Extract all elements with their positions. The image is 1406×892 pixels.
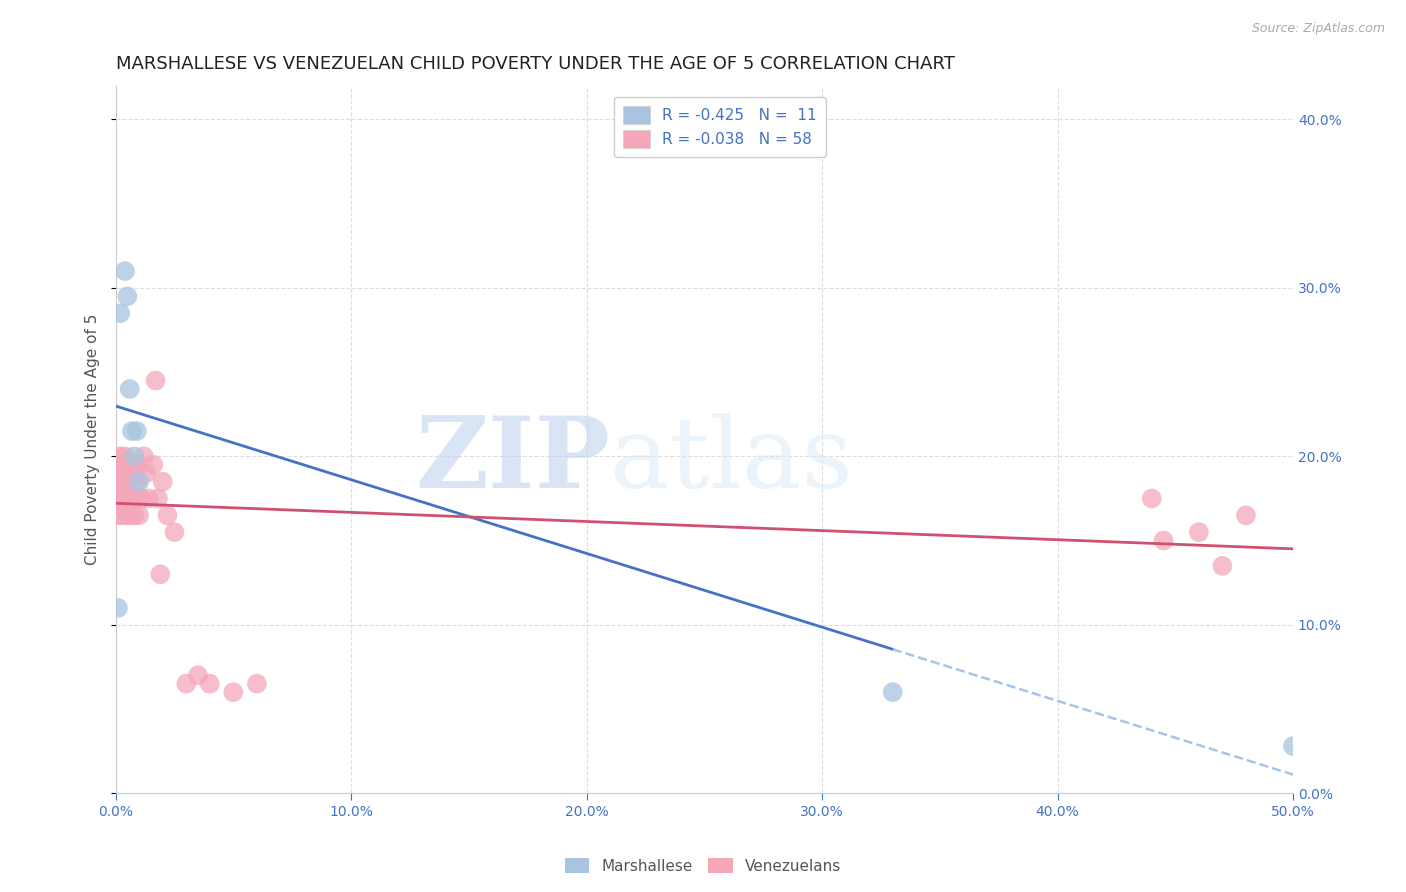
Point <box>114 450 136 464</box>
Point <box>152 475 174 489</box>
Point <box>114 264 136 278</box>
Point <box>111 491 134 506</box>
Point <box>156 508 179 523</box>
Point <box>111 475 134 489</box>
Point <box>111 508 134 523</box>
Point <box>1234 508 1257 523</box>
Point <box>1153 533 1175 548</box>
Point <box>125 424 148 438</box>
Point <box>107 491 129 506</box>
Point <box>198 677 221 691</box>
Point <box>118 508 141 523</box>
Point <box>117 458 139 472</box>
Y-axis label: Child Poverty Under the Age of 5: Child Poverty Under the Age of 5 <box>86 314 100 566</box>
Point <box>114 475 136 489</box>
Point <box>118 382 141 396</box>
Point <box>118 458 141 472</box>
Point <box>107 458 129 472</box>
Point <box>107 508 129 523</box>
Point <box>124 508 146 523</box>
Point <box>118 491 141 506</box>
Point <box>142 458 165 472</box>
Point <box>125 491 148 506</box>
Point <box>128 508 150 523</box>
Point <box>222 685 245 699</box>
Point <box>149 567 172 582</box>
Point <box>110 306 132 320</box>
Point <box>174 677 197 691</box>
Point <box>124 458 146 472</box>
Legend: Marshallese, Venezuelans: Marshallese, Venezuelans <box>558 852 848 880</box>
Point <box>107 475 129 489</box>
Point <box>121 491 143 506</box>
Point <box>128 458 150 472</box>
Point <box>110 500 132 514</box>
Point <box>138 491 160 506</box>
Point <box>121 466 143 480</box>
Text: atlas: atlas <box>610 413 853 508</box>
Point <box>111 458 134 472</box>
Point <box>246 677 269 691</box>
Point <box>128 491 150 506</box>
Text: MARSHALLESE VS VENEZUELAN CHILD POVERTY UNDER THE AGE OF 5 CORRELATION CHART: MARSHALLESE VS VENEZUELAN CHILD POVERTY … <box>115 55 955 73</box>
Point <box>110 491 132 506</box>
Point <box>117 475 139 489</box>
Point <box>114 491 136 506</box>
Point <box>125 475 148 489</box>
Point <box>124 450 146 464</box>
Legend: R = -0.425   N =  11, R = -0.038   N = 58: R = -0.425 N = 11, R = -0.038 N = 58 <box>613 97 827 157</box>
Point <box>117 508 139 523</box>
Text: Source: ZipAtlas.com: Source: ZipAtlas.com <box>1251 22 1385 36</box>
Point <box>124 491 146 506</box>
Point <box>128 475 150 489</box>
Point <box>110 458 132 472</box>
Point <box>110 450 132 464</box>
Point <box>132 450 155 464</box>
Text: ZIP: ZIP <box>415 412 610 509</box>
Point <box>117 491 139 506</box>
Point <box>121 424 143 438</box>
Point <box>145 374 167 388</box>
Point <box>1188 525 1211 540</box>
Point <box>111 491 134 506</box>
Point <box>163 525 186 540</box>
Point <box>131 491 153 506</box>
Point <box>114 458 136 472</box>
Point <box>107 601 129 615</box>
Point <box>1211 558 1233 573</box>
Point <box>146 491 169 506</box>
Point <box>117 289 139 303</box>
Point <box>882 685 904 699</box>
Point <box>110 475 132 489</box>
Point <box>135 466 157 480</box>
Point <box>187 668 209 682</box>
Point <box>107 458 129 472</box>
Point <box>1140 491 1163 506</box>
Point <box>1282 739 1305 753</box>
Point <box>110 458 132 472</box>
